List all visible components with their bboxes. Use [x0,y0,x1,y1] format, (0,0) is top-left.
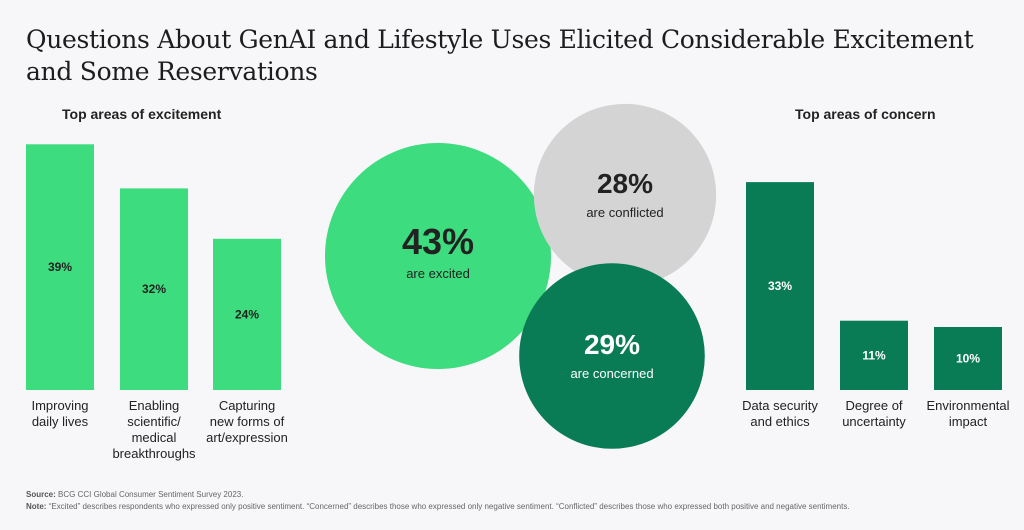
source-note: Source: BCG CCI Global Consumer Sentimen… [26,490,244,499]
bubble-value-2: 28% [597,168,653,199]
bubble-1 [325,143,551,369]
source-text: BCG CCI Global Consumer Sentiment Survey… [58,490,244,499]
concern-bar-value-2: 11% [862,348,886,362]
note-text: “Excited” describes respondents who expr… [48,502,850,511]
concern-bar-2 [840,320,908,390]
excitement-bar-3 [213,238,281,390]
excitement-panel-title: Top areas of excitement [62,106,222,122]
excitement-bar-value-1: 39% [48,260,72,274]
bubble-caption-1: are excited [406,266,470,281]
excitement-bar-1 [26,144,94,390]
excitement-category-label-2: Enabling scientific/medical breakthroughs [112,398,196,461]
concern-category-label-3: Environmental impact [926,398,1009,429]
bubble-2 [533,103,717,287]
concern-category-label-2: Degree of uncertainty [842,398,906,429]
concern-bar-value-3: 10% [956,352,980,366]
bubble-caption-2: are conflicted [586,205,663,220]
definition-note: Note: “Excited” describes respondents wh… [26,502,850,511]
concern-panel-title: Top areas of concern [795,106,936,122]
concern-bar-3 [934,327,1002,390]
bubble-value-3: 29% [584,329,640,360]
excitement-bar-2 [120,188,188,390]
bubble-3 [519,263,705,449]
concern-bar-1 [746,182,814,390]
excitement-bar-value-3: 24% [235,307,259,321]
excitement-category-label-3: Capturing new forms of art/expression [206,398,288,445]
excitement-category-label-1: Improving daily lives [31,398,88,429]
concern-category-label-1: Data security and ethics [742,398,818,429]
bubble-value-1: 43% [402,221,474,262]
concern-bar-value-1: 33% [768,279,792,293]
chart-title: Questions About GenAI and Lifestyle Uses… [26,25,974,86]
bubble-caption-3: are concerned [570,366,653,381]
excitement-bar-value-2: 32% [142,282,166,296]
